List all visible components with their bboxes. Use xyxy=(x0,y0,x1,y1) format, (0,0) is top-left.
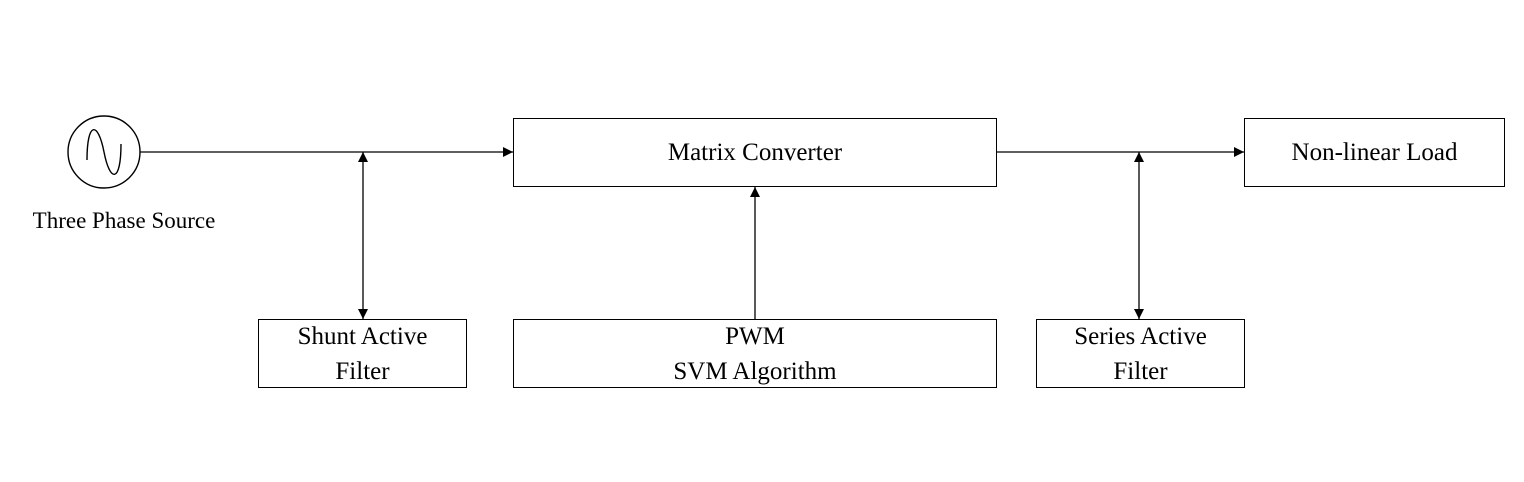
nonlinear-load-label: Non-linear Load xyxy=(1291,139,1458,166)
pwm-label-line1: PWM xyxy=(725,322,785,350)
matrix-converter-block: Matrix Converter xyxy=(513,118,997,187)
series-filter-label-line2: Filter xyxy=(1113,357,1168,385)
ac-sine-source-icon xyxy=(67,115,141,189)
shunt-filter-label-line1: Shunt Active xyxy=(297,322,428,350)
series-filter-label-line1: Series Active xyxy=(1074,322,1207,350)
source-label: Three Phase Source xyxy=(32,208,216,233)
shunt-filter-label-line2: Filter xyxy=(335,357,390,385)
pwm-label-line2: SVM Algorithm xyxy=(673,357,837,385)
shunt-active-filter-block: Shunt Active Filter xyxy=(258,319,467,388)
pwm-svm-block: PWM SVM Algorithm xyxy=(513,319,997,388)
nonlinear-load-block: Non-linear Load xyxy=(1244,118,1505,187)
series-active-filter-block: Series Active Filter xyxy=(1036,319,1245,388)
matrix-converter-label: Matrix Converter xyxy=(667,139,843,166)
